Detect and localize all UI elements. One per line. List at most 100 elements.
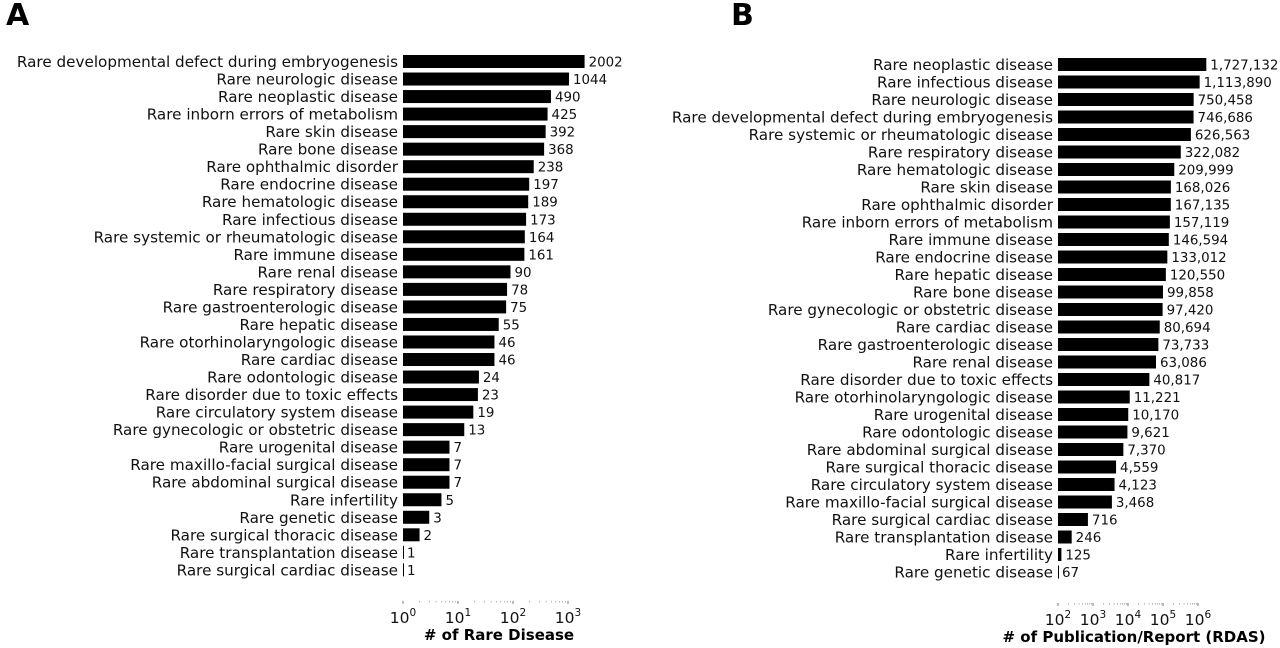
x-tick-label: 103 — [555, 607, 581, 627]
bar-rare-gynecologic-or-obstetric-disease — [1058, 303, 1163, 316]
bar-rare-neurologic-disease — [403, 72, 570, 86]
category-label-rare-infectious-disease: Rare infectious disease — [222, 211, 398, 229]
bar-rare-odontologic-disease — [1058, 425, 1128, 439]
value-label-rare-circulatory-system-disease: 19 — [477, 406, 494, 421]
value-label-rare-cardiac-disease: 80,694 — [1164, 321, 1211, 336]
bar-rare-cardiac-disease — [1058, 320, 1160, 334]
category-label-rare-endocrine-disease: Rare endocrine disease — [875, 249, 1053, 267]
value-label-rare-renal-disease: 63,086 — [1160, 356, 1207, 371]
value-label-rare-bone-disease: 368 — [548, 143, 574, 158]
category-label-rare-odontologic-disease: Rare odontologic disease — [862, 424, 1053, 442]
value-label-rare-surgical-thoracic-disease: 4,559 — [1120, 461, 1158, 476]
value-label-rare-respiratory-disease: 78 — [511, 283, 528, 298]
category-label-rare-urogenital-disease: Rare urogenital disease — [219, 439, 398, 457]
category-label-rare-otorhinolaryngologic-disease: Rare otorhinolaryngologic disease — [795, 389, 1053, 407]
bar-rare-renal-disease — [1058, 355, 1156, 369]
bar-rare-ophthalmic-disorder — [403, 160, 534, 174]
bar-rare-maxillo-facial-surgical-disease — [1058, 495, 1112, 509]
bar-rare-immune-disease — [1058, 233, 1169, 246]
bar-rare-endocrine-disease — [403, 177, 530, 191]
value-label-rare-respiratory-disease: 322,082 — [1185, 146, 1240, 161]
category-label-rare-skin-disease: Rare skin disease — [265, 123, 398, 141]
bar-rare-endocrine-disease — [1058, 250, 1168, 264]
value-label-rare-infectious-disease: 173 — [530, 213, 556, 228]
bar-rare-genetic-disease — [403, 510, 430, 524]
category-label-rare-disorder-due-to-toxic-effects: Rare disorder due to toxic effects — [800, 371, 1053, 389]
bar-rare-inborn-errors-of-metabolism — [1058, 215, 1170, 229]
category-label-rare-abdominal-surgical-disease: Rare abdominal surgical disease — [807, 441, 1053, 459]
value-label-rare-hepatic-disease: 55 — [503, 318, 520, 333]
category-label-rare-surgical-thoracic-disease: Rare surgical thoracic disease — [170, 526, 398, 544]
category-label-rare-ophthalmic-disorder: Rare ophthalmic disorder — [861, 196, 1053, 214]
category-label-rare-gynecologic-or-obstetric-disease: Rare gynecologic or obstetric disease — [113, 421, 398, 439]
category-label-rare-bone-disease: Rare bone disease — [258, 141, 398, 159]
bar-rare-surgical-cardiac-disease — [403, 563, 404, 577]
value-label-rare-neoplastic-disease: 1,727,132 — [1210, 59, 1278, 74]
bar-rare-abdominal-surgical-disease — [403, 475, 450, 489]
category-label-rare-genetic-disease: Rare genetic disease — [239, 509, 398, 527]
category-label-rare-transplantation-disease: Rare transplantation disease — [180, 544, 398, 562]
x-tick-label: 101 — [445, 607, 471, 627]
bar-rare-disorder-due-to-toxic-effects — [1058, 373, 1150, 386]
value-label-rare-urogenital-disease: 7 — [453, 441, 462, 456]
value-label-rare-endocrine-disease: 197 — [533, 178, 559, 193]
category-label-rare-odontologic-disease: Rare odontologic disease — [207, 369, 398, 387]
category-label-rare-urogenital-disease: Rare urogenital disease — [874, 406, 1053, 424]
bar-rare-abdominal-surgical-disease — [1058, 443, 1124, 456]
category-label-rare-abdominal-surgical-disease: Rare abdominal surgical disease — [152, 474, 398, 492]
category-label-rare-immune-disease: Rare immune disease — [888, 231, 1053, 249]
bar-rare-neoplastic-disease — [1058, 58, 1207, 71]
bar-rare-circulatory-system-disease — [403, 405, 474, 419]
value-label-rare-cardiac-disease: 46 — [498, 354, 515, 369]
category-label-rare-maxillo-facial-surgical-disease: Rare maxillo-facial surgical disease — [785, 494, 1053, 512]
bar-rare-urogenital-disease — [403, 440, 450, 454]
category-label-rare-otorhinolaryngologic-disease: Rare otorhinolaryngologic disease — [140, 333, 398, 351]
category-label-rare-skin-disease: Rare skin disease — [920, 179, 1053, 197]
bar-rare-skin-disease — [403, 125, 546, 139]
value-label-rare-circulatory-system-disease: 4,123 — [1119, 479, 1157, 494]
bar-rare-hematologic-disease — [403, 195, 529, 209]
bar-rare-circulatory-system-disease — [1058, 478, 1115, 491]
bar-rare-gastroenterologic-disease — [1058, 338, 1159, 351]
bar-rare-gynecologic-or-obstetric-disease — [403, 423, 465, 437]
bar-rare-hematologic-disease — [1058, 163, 1175, 176]
category-label-rare-developmental-defect-during-embryogenesis: Rare developmental defect during embryog… — [17, 53, 398, 71]
bar-rare-disorder-due-to-toxic-effects — [403, 388, 478, 402]
category-label-rare-circulatory-system-disease: Rare circulatory system disease — [811, 476, 1053, 494]
value-label-rare-neoplastic-disease: 490 — [555, 91, 581, 106]
bar-rare-surgical-thoracic-disease — [1058, 460, 1117, 474]
value-label-rare-maxillo-facial-surgical-disease: 7 — [453, 459, 462, 474]
value-label-rare-skin-disease: 392 — [550, 126, 576, 141]
x-tick-label: 100 — [390, 607, 416, 627]
value-label-rare-gastroenterologic-disease: 75 — [510, 301, 527, 316]
value-label-rare-otorhinolaryngologic-disease: 46 — [498, 336, 515, 351]
bar-rare-bone-disease — [1058, 285, 1163, 299]
category-label-rare-renal-disease: Rare renal disease — [257, 263, 398, 281]
value-label-rare-genetic-disease: 3 — [433, 511, 442, 526]
bar-rare-maxillo-facial-surgical-disease — [403, 458, 450, 472]
bar-rare-otorhinolaryngologic-disease — [1058, 390, 1130, 404]
value-label-rare-skin-disease: 168,026 — [1175, 181, 1230, 196]
value-label-rare-neurologic-disease: 750,458 — [1198, 94, 1253, 109]
category-label-rare-surgical-thoracic-disease: Rare surgical thoracic disease — [825, 459, 1053, 477]
category-label-rare-gynecologic-or-obstetric-disease: Rare gynecologic or obstetric disease — [768, 301, 1053, 319]
value-label-rare-systemic-or-rheumatologic-disease: 626,563 — [1195, 129, 1250, 144]
category-label-rare-hepatic-disease: Rare hepatic disease — [239, 316, 398, 334]
value-label-rare-surgical-cardiac-disease: 1 — [407, 564, 416, 579]
bar-rare-developmental-defect-during-embryogenesis — [1058, 110, 1194, 124]
category-label-rare-hematologic-disease: Rare hematologic disease — [857, 161, 1053, 179]
category-label-rare-inborn-errors-of-metabolism: Rare inborn errors of metabolism — [147, 106, 398, 124]
bar-rare-inborn-errors-of-metabolism — [403, 107, 548, 121]
category-label-rare-developmental-defect-during-embryogenesis: Rare developmental defect during embryog… — [672, 109, 1053, 127]
value-label-rare-neurologic-disease: 1044 — [573, 73, 607, 88]
bar-rare-surgical-cardiac-disease — [1058, 513, 1088, 526]
category-label-rare-gastroenterologic-disease: Rare gastroenterologic disease — [163, 298, 398, 316]
value-label-rare-hepatic-disease: 120,550 — [1170, 269, 1225, 284]
category-label-rare-hematologic-disease: Rare hematologic disease — [202, 193, 398, 211]
value-label-rare-infertility: 125 — [1065, 549, 1091, 564]
category-label-rare-neurologic-disease: Rare neurologic disease — [871, 91, 1053, 109]
value-label-rare-maxillo-facial-surgical-disease: 3,468 — [1116, 496, 1154, 511]
bar-rare-bone-disease — [403, 142, 545, 156]
